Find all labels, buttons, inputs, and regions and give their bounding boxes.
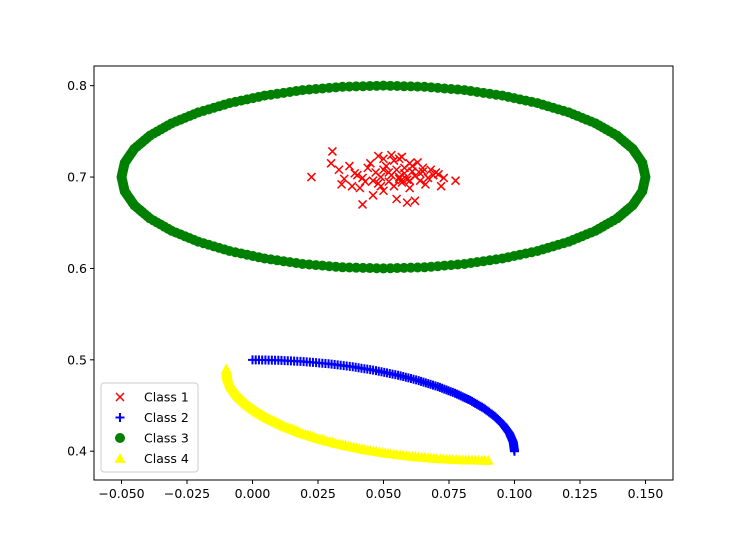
series-class-4 xyxy=(220,363,494,465)
series-class-2 xyxy=(248,355,519,456)
x-tick-label: −0.050 xyxy=(98,486,144,501)
legend-marker xyxy=(115,433,125,443)
data-point xyxy=(373,151,383,161)
data-point xyxy=(509,446,519,456)
data-point xyxy=(402,198,412,208)
data-point xyxy=(386,170,396,180)
data-point xyxy=(397,177,407,188)
data-point xyxy=(347,181,357,191)
x-axis: −0.050 −0.025 0.000 0.025 0.050 0.075 0.100 0.1… xyxy=(98,480,663,501)
data-point xyxy=(378,165,389,175)
data-point xyxy=(436,181,446,191)
x-tick-label: 0.025 xyxy=(300,486,336,501)
data-point xyxy=(433,169,444,179)
data-point xyxy=(327,146,337,156)
data-point xyxy=(389,181,399,191)
data-point xyxy=(389,156,399,166)
data-point xyxy=(413,157,423,167)
data-point xyxy=(399,163,409,173)
data-point xyxy=(376,181,386,191)
x-tick-label: 0.125 xyxy=(562,486,598,501)
y-tick-label: 0.8 xyxy=(67,78,87,93)
data-point xyxy=(397,152,407,162)
legend-label: Class 4 xyxy=(144,451,189,466)
data-point xyxy=(482,454,494,465)
data-point xyxy=(451,176,461,186)
legend-marker xyxy=(115,392,125,402)
series-class-1 xyxy=(306,146,461,209)
legend-label: Class 3 xyxy=(144,431,189,446)
x-tick-label: 0.000 xyxy=(235,486,271,501)
legend-marker xyxy=(114,453,126,463)
legend: Class 1 Class 2 Class 3 Class 4 xyxy=(100,382,199,473)
data-point xyxy=(368,190,378,200)
data-point xyxy=(368,176,378,186)
data-point xyxy=(378,154,389,164)
x-tick-label: 0.100 xyxy=(497,486,533,501)
data-point xyxy=(334,165,344,175)
data-point xyxy=(405,183,415,193)
legend-marker xyxy=(115,413,125,422)
data-point xyxy=(426,165,436,175)
data-point xyxy=(639,174,650,185)
data-point xyxy=(405,176,415,186)
series-class-3 xyxy=(116,80,651,274)
x-tick-label: −0.025 xyxy=(164,486,210,501)
legend-box xyxy=(100,382,199,473)
legend-label: Class 2 xyxy=(144,410,189,425)
data-point xyxy=(365,158,375,168)
data-point xyxy=(358,199,368,209)
data-point xyxy=(415,168,425,178)
data-point xyxy=(378,186,389,196)
data-point xyxy=(363,163,373,173)
data-point xyxy=(407,161,417,171)
data-point xyxy=(326,158,336,168)
y-tick-label: 0.5 xyxy=(67,352,87,367)
x-tick-label: 0.150 xyxy=(628,486,664,501)
data-point xyxy=(355,183,365,193)
data-point xyxy=(350,168,360,178)
data-point xyxy=(371,167,381,178)
data-point xyxy=(339,174,349,184)
data-point xyxy=(344,161,354,171)
y-tick-label: 0.4 xyxy=(67,444,87,459)
data-point xyxy=(337,179,347,189)
y-axis: 0.4 0.5 0.6 0.7 0.8 xyxy=(67,78,94,459)
x-tick-label: 0.050 xyxy=(366,486,402,501)
data-point xyxy=(306,172,316,182)
y-tick-label: 0.6 xyxy=(67,261,87,276)
y-tick-label: 0.7 xyxy=(67,170,87,185)
data-point xyxy=(397,175,407,185)
legend-label: Class 1 xyxy=(144,390,189,405)
data-point xyxy=(386,150,396,160)
data-point xyxy=(423,173,433,183)
series-layer xyxy=(116,80,651,465)
x-tick-label: 0.075 xyxy=(431,486,467,501)
data-point xyxy=(410,196,420,206)
data-point xyxy=(439,173,449,183)
data-point xyxy=(358,173,368,183)
data-point xyxy=(392,194,402,204)
data-point xyxy=(420,179,430,189)
